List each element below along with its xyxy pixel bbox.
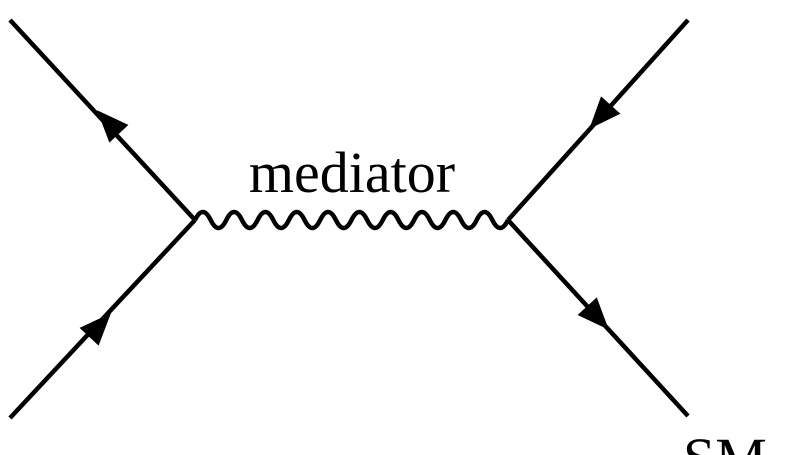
arrow bbox=[97, 110, 129, 143]
mediator-label: mediator bbox=[249, 140, 455, 205]
outgoing-label: SM bbox=[683, 426, 767, 455]
arrow bbox=[577, 297, 609, 330]
arrow bbox=[79, 313, 111, 346]
mediator-propagator bbox=[192, 209, 511, 231]
arrow bbox=[589, 96, 621, 129]
